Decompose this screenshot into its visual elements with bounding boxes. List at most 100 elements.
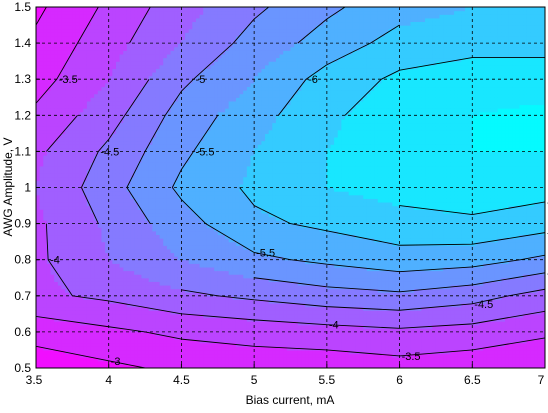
contour-cell — [72, 231, 76, 235]
contour-cell — [69, 310, 73, 314]
contour-cell — [94, 336, 98, 340]
contour-cell — [61, 14, 65, 18]
contour-cell — [127, 86, 131, 90]
contour-cell — [101, 213, 105, 217]
contour-cell — [214, 234, 218, 238]
contour-cell — [134, 144, 138, 148]
contour-cell — [131, 141, 135, 145]
contour-cell — [167, 263, 171, 267]
contour-cell — [207, 7, 211, 11]
contour-cell — [40, 47, 44, 51]
contour-cell — [171, 260, 175, 264]
contour-cell — [36, 278, 40, 282]
contour-cell — [80, 202, 84, 206]
contour-cell — [131, 50, 135, 54]
contour-cell — [203, 245, 207, 249]
contour-cell — [51, 25, 55, 29]
contour-cell — [156, 321, 160, 325]
contour-cell — [47, 115, 51, 119]
contour-cell — [163, 29, 167, 33]
contour-cell — [134, 278, 138, 282]
contour-cell — [171, 357, 175, 361]
contour-cell — [192, 90, 196, 94]
contour-cell — [101, 7, 105, 11]
contour-cell — [47, 224, 51, 228]
contour-cell — [152, 68, 156, 72]
contour-cell — [112, 209, 116, 213]
contour-cell — [134, 321, 138, 325]
contour-cell — [112, 108, 116, 112]
contour-cell — [83, 314, 87, 318]
contour-cell — [141, 325, 145, 329]
contour-cell — [134, 361, 138, 365]
contour-cell — [156, 18, 160, 22]
contour-cell — [72, 177, 76, 181]
contour-cell — [200, 234, 204, 238]
contour-cell — [36, 321, 40, 325]
contour-cell — [156, 43, 160, 47]
contour-cell — [36, 151, 40, 155]
contour-cell — [94, 180, 98, 184]
contour-cell — [167, 267, 171, 271]
contour-cell — [145, 252, 149, 256]
contour-cell — [43, 32, 47, 36]
contour-cell — [54, 173, 58, 177]
contour-cell — [149, 162, 153, 166]
contour-cell — [40, 274, 44, 278]
contour-cell — [69, 198, 73, 202]
contour-cell — [91, 177, 95, 181]
contour-cell — [145, 133, 149, 137]
contour-cell — [47, 25, 51, 29]
contour-cell — [87, 43, 91, 47]
contour-cell — [138, 317, 142, 321]
contour-cell — [40, 206, 44, 210]
contour-cell — [80, 14, 84, 18]
contour-cell — [112, 101, 116, 105]
contour-cell — [203, 354, 207, 358]
contour-cell — [171, 29, 175, 33]
contour-cell — [160, 151, 164, 155]
contour-cell — [54, 90, 58, 94]
contour-cell — [131, 209, 135, 213]
contour-cell — [65, 231, 69, 235]
contour-cell — [163, 144, 167, 148]
contour-cell — [192, 224, 196, 228]
contour-cell — [101, 325, 105, 329]
contour-cell — [40, 245, 44, 249]
contour-cell — [91, 314, 95, 318]
contour-cell — [152, 72, 156, 76]
contour-cell — [69, 115, 73, 119]
contour-cell — [76, 58, 80, 62]
contour-cell — [134, 281, 138, 285]
contour-cell — [214, 206, 218, 210]
contour-cell — [87, 159, 91, 163]
contour-cell — [80, 325, 84, 329]
contour-cell — [131, 119, 135, 123]
contour-cell — [98, 72, 102, 76]
contour-cell — [87, 133, 91, 137]
contour-cell — [145, 289, 149, 293]
contour-cell — [123, 180, 127, 184]
contour-cell — [189, 108, 193, 112]
contour-cell — [87, 86, 91, 90]
contour-cell — [80, 29, 84, 33]
contour-cell — [145, 47, 149, 51]
contour-cell — [152, 271, 156, 275]
contour-cell — [36, 94, 40, 98]
contour-cell — [98, 339, 102, 343]
contour-cell — [40, 354, 44, 358]
contour-cell — [123, 346, 127, 350]
contour-cell — [61, 32, 65, 36]
contour-cell — [152, 285, 156, 289]
contour-cell — [61, 231, 65, 235]
contour-cell — [94, 173, 98, 177]
contour-cell — [98, 249, 102, 253]
contour-cell — [152, 14, 156, 18]
contour-cell — [207, 18, 211, 22]
contour-cell — [134, 50, 138, 54]
contour-cell — [134, 206, 138, 210]
contour-cell — [43, 50, 47, 54]
contour-cell — [163, 119, 167, 123]
contour-cell — [203, 202, 207, 206]
contour-cell — [192, 238, 196, 242]
